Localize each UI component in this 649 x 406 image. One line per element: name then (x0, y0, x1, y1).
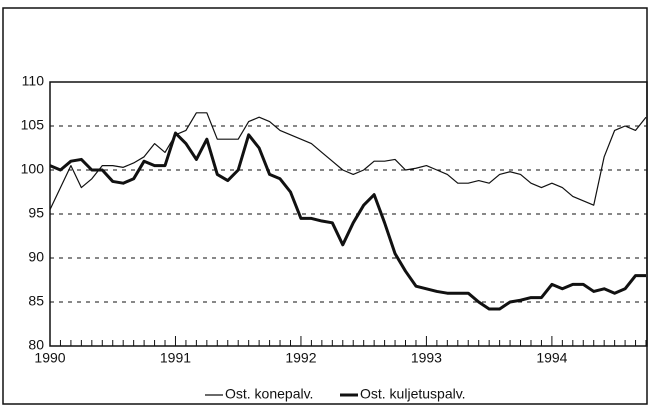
y-tick-label: 90 (28, 249, 44, 265)
x-tick-label: 1993 (411, 350, 442, 366)
legend-label: Ost. kuljetuspalv. (360, 386, 466, 402)
legend-label: Ost. konepalv. (225, 386, 313, 402)
x-tick-label: 1992 (285, 350, 316, 366)
y-tick-label: 105 (21, 117, 45, 133)
y-tick-label: 85 (28, 293, 44, 309)
x-tick-label: 1991 (160, 350, 191, 366)
y-tick-label: 100 (21, 161, 45, 177)
y-tick-label: 110 (22, 73, 45, 89)
chart-frame (2, 7, 648, 405)
x-tick-label: 1990 (34, 350, 65, 366)
y-tick-label: 80 (28, 337, 44, 353)
series-line (49, 131, 646, 311)
series-line (49, 112, 647, 210)
x-tick-label: 1994 (536, 350, 567, 366)
plot-frame (49, 81, 648, 347)
y-tick-label: 95 (28, 205, 44, 221)
